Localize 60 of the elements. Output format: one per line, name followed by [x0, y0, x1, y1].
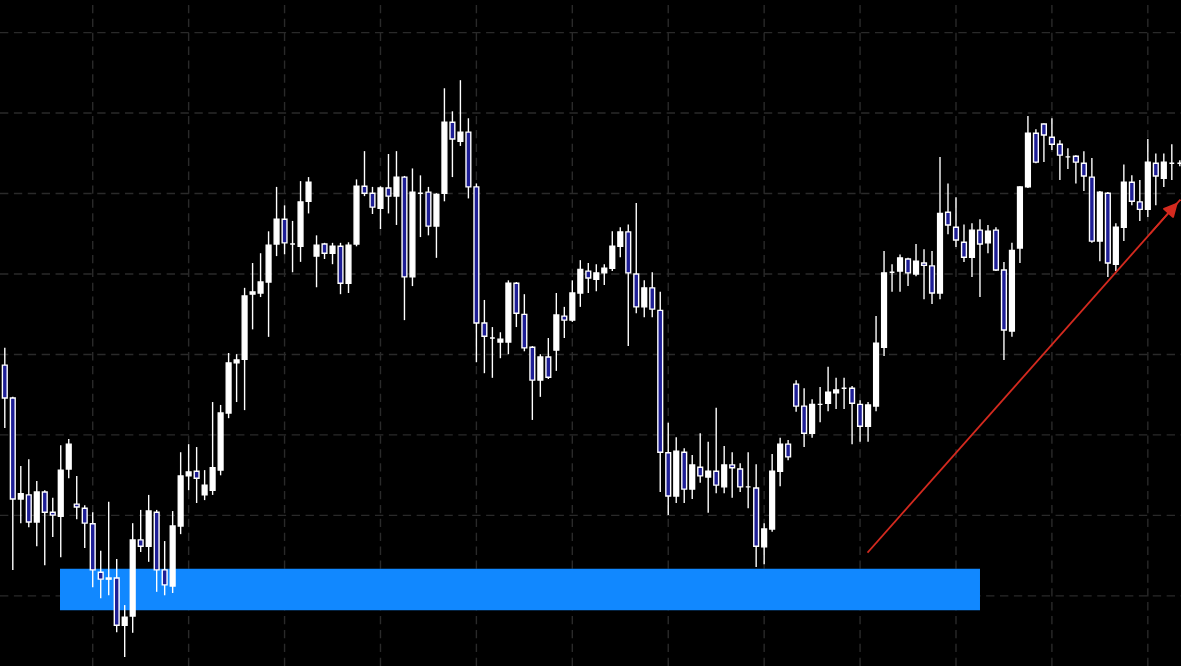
candlestick — [960, 223, 968, 263]
candlestick — [121, 604, 128, 658]
candlestick — [1056, 139, 1063, 181]
candlestick — [864, 401, 872, 443]
candlestick — [1136, 179, 1143, 222]
candlestick — [577, 259, 584, 308]
candlestick — [952, 196, 960, 248]
candlestick — [49, 497, 56, 538]
candlestick — [193, 446, 200, 504]
candlestick — [1128, 174, 1135, 207]
candlestick — [856, 399, 864, 443]
candlestick — [904, 257, 912, 287]
candlestick — [537, 353, 544, 398]
candlestick — [1040, 122, 1048, 163]
candlestick — [601, 263, 608, 286]
candlestick — [1072, 154, 1079, 185]
candlestick — [73, 475, 80, 520]
candlestick — [593, 263, 600, 292]
candlestick — [793, 379, 800, 413]
candlestick — [137, 509, 144, 553]
candlestick — [984, 224, 992, 254]
candlestick — [761, 522, 768, 565]
candlestick — [41, 489, 48, 566]
candlestick — [721, 445, 728, 494]
candlestick — [641, 279, 648, 318]
candlestick — [705, 441, 712, 514]
candlestick — [649, 271, 656, 318]
candlestick — [785, 439, 792, 461]
candlestick — [912, 243, 920, 277]
candlestick — [497, 331, 504, 359]
candlestick — [17, 465, 24, 524]
candlestick — [585, 262, 592, 294]
candlestick — [713, 407, 720, 494]
candlestick — [1160, 152, 1167, 188]
candlestick — [825, 366, 832, 412]
candlestick — [481, 299, 488, 374]
candlestick — [848, 385, 856, 445]
candlestick — [233, 353, 240, 403]
candlestick — [1048, 117, 1056, 151]
candlestick — [609, 230, 616, 272]
candlestick — [697, 432, 704, 484]
candlestick — [1152, 152, 1159, 207]
candlestick — [97, 550, 104, 599]
candlestick — [201, 469, 208, 501]
candlestick — [1080, 150, 1087, 192]
candlestick — [737, 462, 744, 493]
candlestick — [209, 401, 216, 496]
candlestick — [896, 253, 904, 293]
candlestick — [545, 337, 552, 380]
candlestick — [81, 504, 88, 549]
candlestick — [561, 306, 568, 339]
candlestick — [105, 501, 112, 596]
candlestick — [832, 377, 840, 410]
candlestick — [729, 451, 736, 499]
candlestick — [920, 248, 928, 301]
candlestick — [976, 218, 984, 298]
candlestick — [161, 540, 168, 596]
candlestick — [944, 182, 952, 235]
candlestick — [185, 443, 192, 491]
candlestick — [617, 226, 624, 258]
